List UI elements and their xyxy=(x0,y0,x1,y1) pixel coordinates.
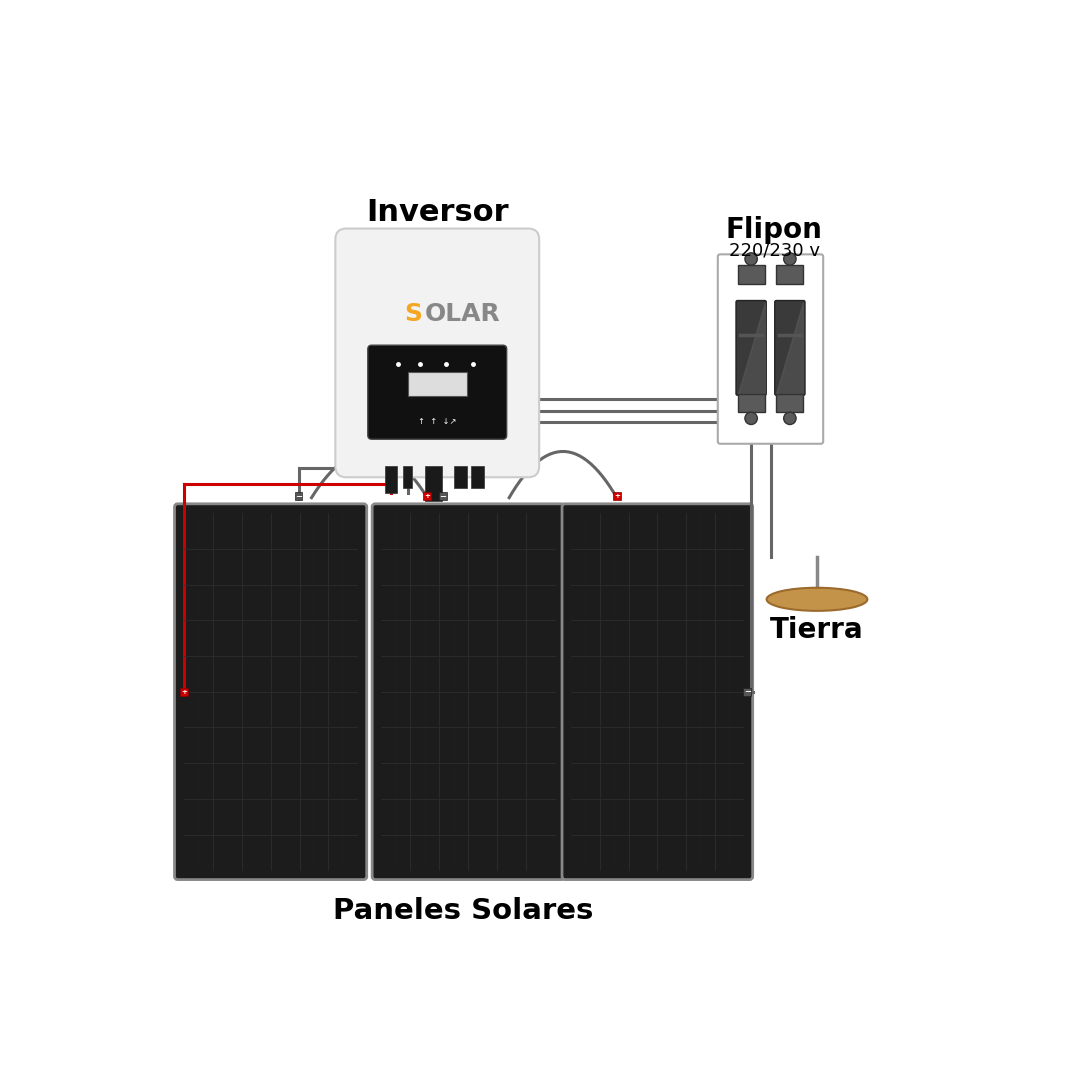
Bar xyxy=(408,373,467,396)
FancyBboxPatch shape xyxy=(335,229,539,477)
Text: 220/230 v: 220/230 v xyxy=(729,242,820,259)
Polygon shape xyxy=(738,302,765,394)
Bar xyxy=(295,492,302,500)
Text: OLAR: OLAR xyxy=(424,302,501,326)
Bar xyxy=(403,467,413,488)
Text: −: − xyxy=(744,687,751,697)
FancyBboxPatch shape xyxy=(774,300,805,395)
Polygon shape xyxy=(777,302,804,394)
Bar xyxy=(180,688,188,696)
Bar xyxy=(743,688,751,696)
FancyBboxPatch shape xyxy=(175,503,367,879)
FancyBboxPatch shape xyxy=(373,503,565,879)
Bar xyxy=(424,467,442,501)
Bar xyxy=(612,492,621,500)
Bar xyxy=(777,394,804,413)
Bar xyxy=(738,394,765,413)
FancyBboxPatch shape xyxy=(718,255,823,444)
Text: Tierra: Tierra xyxy=(770,616,864,644)
Text: −: − xyxy=(440,491,446,501)
Bar xyxy=(423,492,431,500)
Circle shape xyxy=(745,253,757,265)
Circle shape xyxy=(745,413,757,424)
Bar xyxy=(455,467,467,488)
Text: ↑  ↑  ↓↗: ↑ ↑ ↓↗ xyxy=(418,417,457,426)
Bar xyxy=(738,265,765,284)
Text: S: S xyxy=(404,302,422,326)
Bar xyxy=(384,467,397,494)
Text: −: − xyxy=(295,491,302,501)
Bar xyxy=(471,467,484,488)
FancyBboxPatch shape xyxy=(735,300,766,395)
Bar xyxy=(438,492,447,500)
FancyBboxPatch shape xyxy=(562,503,753,879)
Bar xyxy=(777,265,804,284)
Ellipse shape xyxy=(767,588,867,611)
Circle shape xyxy=(784,413,796,424)
Text: +: + xyxy=(424,494,430,499)
Text: Inversor: Inversor xyxy=(366,198,509,227)
Text: +: + xyxy=(613,494,620,499)
FancyBboxPatch shape xyxy=(368,346,507,440)
Text: Flipon: Flipon xyxy=(726,216,823,244)
Circle shape xyxy=(784,253,796,265)
Text: +: + xyxy=(180,689,187,694)
Text: Paneles Solares: Paneles Solares xyxy=(334,897,594,926)
